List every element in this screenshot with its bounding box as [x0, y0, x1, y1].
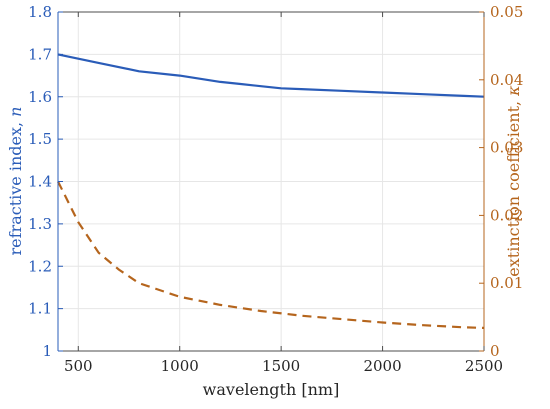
left-y-tick-label: 1.2: [28, 257, 52, 275]
left-y-tick-label: 1.8: [28, 3, 52, 21]
left-y-tick-label: 1.5: [28, 130, 52, 148]
x-tick-label: 1000: [161, 357, 199, 375]
right-y-tick-label: 0.02: [490, 206, 523, 224]
x-tick-label: 2500: [465, 357, 503, 375]
x-tick-label: 1500: [262, 357, 300, 375]
right-axis-title-symbol: κ: [504, 85, 523, 97]
left-axis-title: refractive index, n: [6, 107, 25, 256]
right-y-tick-label: 0.03: [490, 139, 523, 157]
series-line-refractive-index: [57, 53, 485, 98]
left-y-tick-label: 1.6: [28, 88, 52, 106]
left-y-tick-label: 1.4: [28, 173, 52, 191]
series-lines: [57, 53, 485, 329]
right-y-tick-label: 0.04: [490, 71, 523, 89]
left-y-tick-label: 1.1: [28, 300, 52, 318]
left-axis-title-symbol: n: [6, 107, 25, 117]
left-axis-title-text: refractive index,: [6, 117, 25, 256]
right-y-tick-label: 0: [490, 342, 500, 360]
right-axis-title-text: extinction coefficient,: [504, 96, 523, 277]
right-y-tick-label: 0.01: [490, 274, 523, 292]
x-axis-title: wavelength [nm]: [203, 380, 340, 399]
x-tick-label: 2000: [363, 357, 401, 375]
x-tick-label: 500: [64, 357, 93, 375]
right-y-tick-label: 0.05: [490, 3, 523, 21]
axes: [57, 11, 485, 352]
left-y-tick-label: 1: [42, 342, 52, 360]
tick-labels: 500 1000 1500 2000 2500 1 1.1 1.2 1.3 1.4 1.5 1.6 1.…: [28, 3, 523, 375]
left-y-tick-label: 1.3: [28, 215, 52, 233]
series-line-extinction-coefficient: [57, 181, 485, 329]
right-axis-title: extinction coefficient, κ: [504, 85, 523, 277]
left-y-tick-label: 1.7: [28, 45, 52, 63]
